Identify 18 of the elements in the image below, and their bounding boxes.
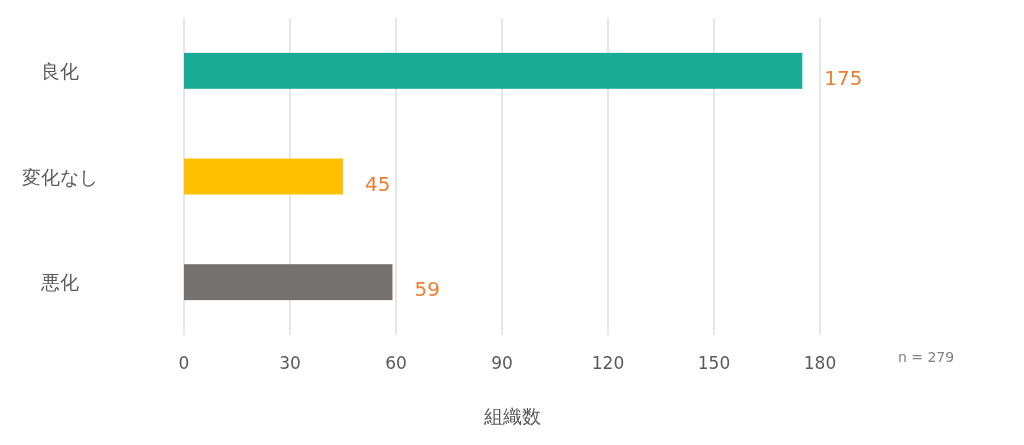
text: n = 279 xyxy=(897,349,955,365)
bar xyxy=(184,264,393,301)
x-tick-label: 120 xyxy=(591,353,625,373)
bar xyxy=(184,52,803,89)
y-tick-label: 悪化 xyxy=(40,271,79,294)
data-label: 175 xyxy=(824,65,863,90)
bar xyxy=(184,158,343,195)
x-tick-label: 180 xyxy=(803,353,837,373)
y-tick-label: 変化なし xyxy=(22,165,98,188)
x-tick-label: 0 xyxy=(178,353,190,373)
x-tick-label: 90 xyxy=(491,353,513,373)
y-tick-label: 良化 xyxy=(41,59,79,82)
data-label: 45 xyxy=(365,171,391,196)
x-tick-label: 60 xyxy=(385,353,407,373)
x-axis-title: 組織数 xyxy=(482,405,541,427)
data-label: 59 xyxy=(414,277,440,302)
x-tick-label: 150 xyxy=(697,353,731,373)
x-tick-label: 30 xyxy=(279,353,301,373)
